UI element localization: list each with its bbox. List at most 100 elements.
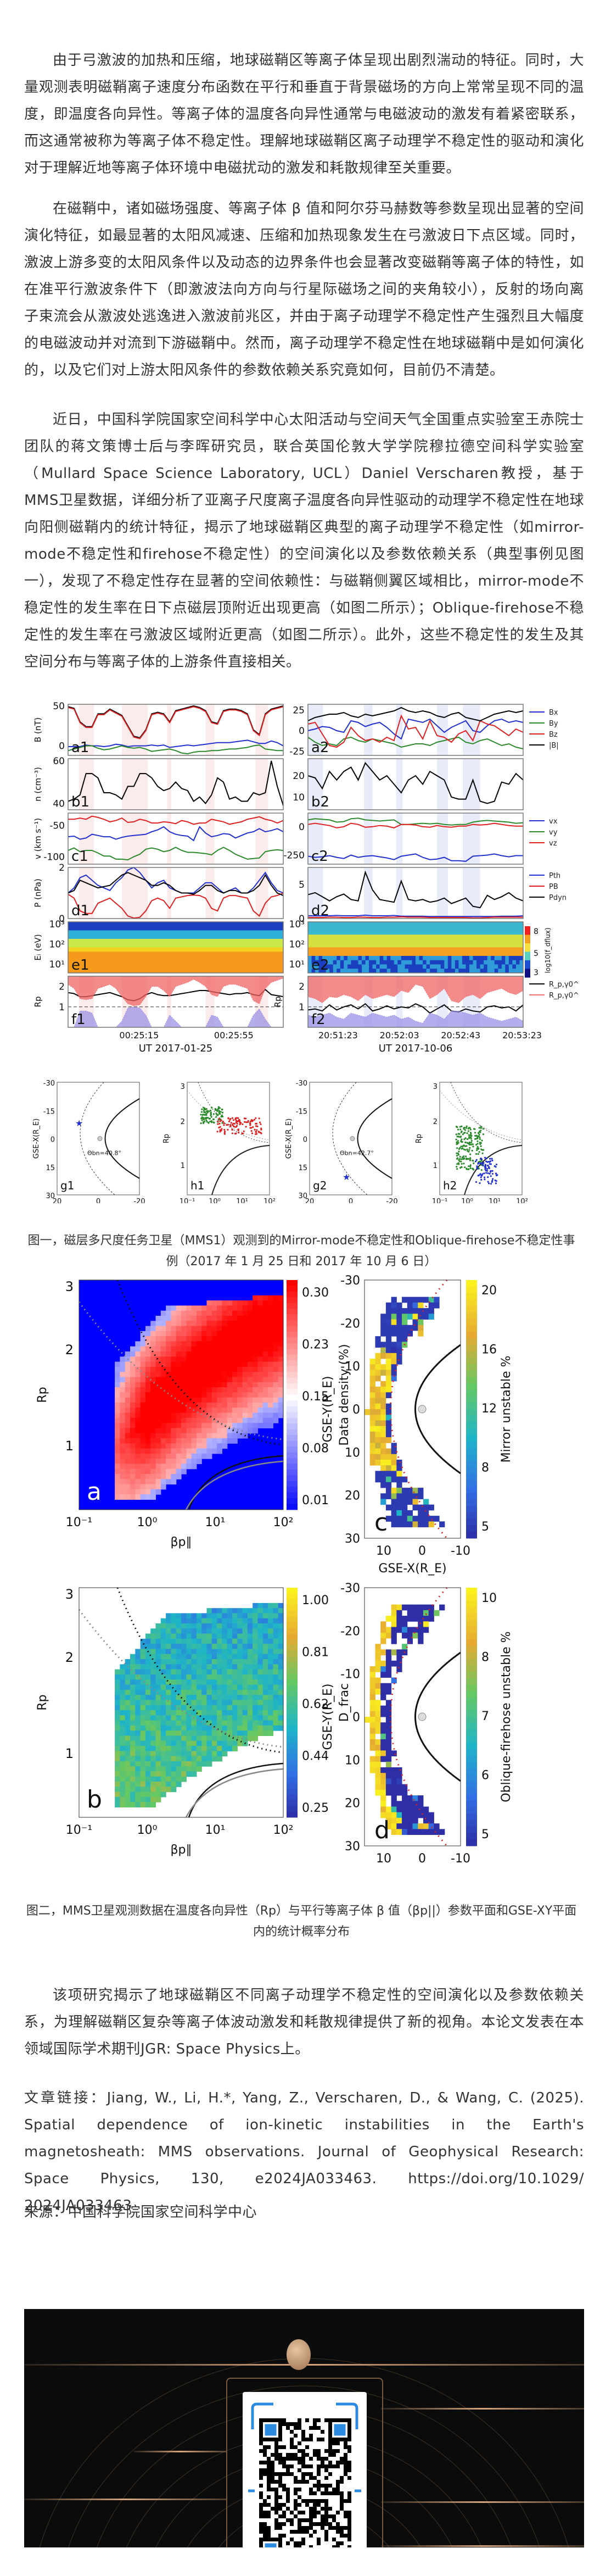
heatmap-cell [273,1720,279,1726]
heatmap-cell [237,1679,243,1685]
spectrogram-cell [369,926,373,931]
spectrogram-cell [508,960,513,965]
heatmap-cell [237,1377,243,1383]
map-cell [375,1688,381,1695]
heatmap-cell [130,1771,136,1777]
spectrogram-cell [458,922,463,927]
heatmap-cell [155,1638,161,1644]
map-cell [391,1454,397,1460]
heatmap-cell [201,1366,208,1372]
spectrogram-cell [322,964,327,969]
series-vx [68,826,284,842]
heatmap-cell [191,1710,197,1716]
heatmap-cell [196,1633,202,1639]
spectrogram-cell [501,922,506,927]
map-cell [396,1353,402,1359]
heatmap-cell [186,1700,192,1706]
y-tick-label: 2 [65,1342,74,1357]
colorbar-segment [466,1788,477,1795]
colorbar-segment [287,1400,298,1407]
qr-module [259,2526,263,2530]
event-shade [396,976,403,1027]
map-cell [396,1314,402,1320]
spectrogram-cell [197,956,201,961]
spectrogram-cell [383,956,388,961]
colorbar-segment [466,1383,477,1390]
heatmap-cell [120,1443,126,1449]
spectrogram-cell [401,930,405,935]
spectrogram-cell [408,947,412,952]
spectrogram-cell [358,964,362,969]
spectrogram-cell [354,969,358,973]
scatter-point [220,1115,222,1118]
spectrogram-cell [168,930,172,935]
y-tick-label: -250 [283,850,305,861]
heatmap-cell [253,1366,259,1372]
y-tick-label: 1 [65,1438,74,1454]
spectrogram-cell [237,960,241,965]
colorbar-tick: 12 [481,1402,497,1416]
spectrogram-cell [265,922,270,927]
spectrogram-cell [362,964,366,969]
heatmap-cell [253,1715,259,1721]
scatter-point [460,1145,462,1148]
scatter-point [221,1115,224,1118]
qr-code[interactable] [243,2392,367,2547]
spectrogram-cell [89,939,94,944]
panel-g2: Θbn=42.7°★g2200-20-30-1501530GSE-X(R_E)G… [285,1080,398,1203]
x-tick-label: 20:53:23 [502,1030,542,1041]
spectrogram-cell [254,947,259,952]
heatmap-cell [135,1766,141,1772]
heatmap-cell [150,1674,156,1680]
colorbar-segment [287,1383,298,1390]
heatmap-cell [206,1608,212,1614]
scatter-point [249,1127,251,1129]
x-tick-label: 00:25:55 [214,1030,254,1041]
heatmap-cell [211,1392,217,1398]
heatmap-cell [181,1638,187,1644]
map-cell [418,1632,424,1639]
heatmap-cell [242,1720,248,1726]
map-cell [396,1465,402,1471]
spectrogram-cell [183,934,187,939]
heatmap-cell [120,1761,126,1767]
map-cell [418,1516,424,1522]
colorbar-segment [287,1395,298,1401]
qr-module [271,2476,274,2480]
heatmap-cell [171,1720,177,1726]
spectrogram-cell [337,922,341,927]
spectrogram-cell [423,969,427,973]
heatmap-cell [222,1341,228,1347]
heatmap-cell [206,1351,212,1357]
heatmap-cell [196,1392,202,1398]
heatmap-cell [155,1448,161,1454]
spectrogram-cell [193,939,198,944]
spectrogram-cell [505,926,509,931]
spectrogram-cell [315,922,319,927]
heatmap-cell [232,1366,238,1372]
series-PB [308,916,523,919]
spectrogram-cell [362,969,366,973]
scatter-point [477,1153,479,1155]
spectrogram-cell [494,934,498,939]
qr-module [286,2472,290,2476]
spectrogram-cell [494,960,498,965]
heatmap-cell [120,1669,126,1675]
colorbar-segment [466,1493,477,1500]
spectrogram-cell [279,922,284,927]
heatmap-cell [125,1776,131,1782]
scatter-point [466,1125,468,1127]
heatmap-cell [268,1356,273,1362]
article-link[interactable]: 文章链接：Jiang, W., Li, H.*, Yang, Z., Versc… [24,2090,584,2214]
heatmap-cell [176,1613,182,1619]
heatmap-cell [150,1366,156,1372]
map-cell [365,1717,371,1723]
heatmap-cell [155,1479,161,1485]
heatmap-cell [155,1781,161,1787]
heatmap-cell [115,1710,120,1716]
heatmap-cell [247,1402,253,1408]
heatmap-cell [232,1382,238,1388]
spectrogram-cell [322,956,327,961]
spectrogram-cell [455,956,459,961]
